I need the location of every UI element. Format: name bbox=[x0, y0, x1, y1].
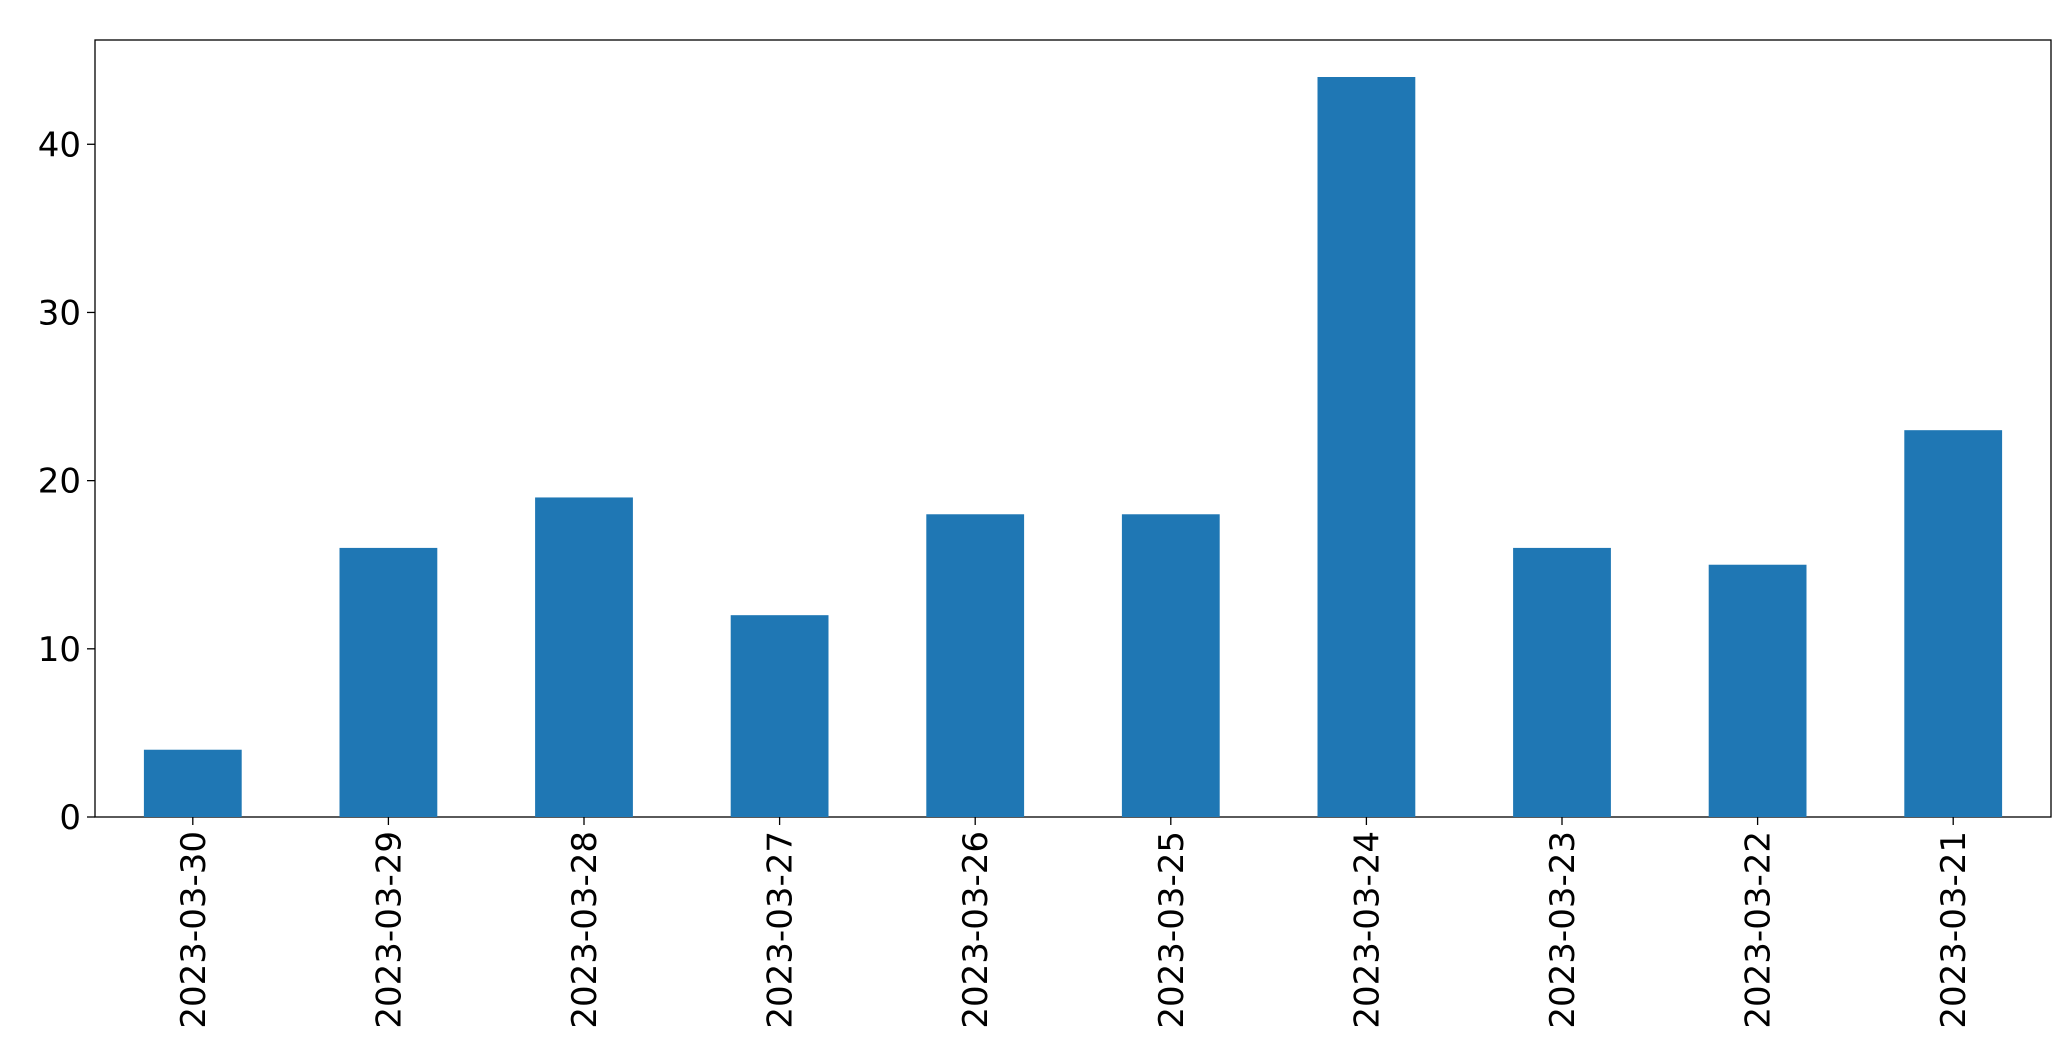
bar bbox=[926, 514, 1025, 817]
bar bbox=[1317, 77, 1416, 817]
y-tick-label: 20 bbox=[38, 462, 81, 502]
x-tick-label: 2023-03-28 bbox=[565, 831, 605, 1029]
x-tick-label: 2023-03-25 bbox=[1152, 831, 1192, 1029]
x-tick-label: 2023-03-29 bbox=[369, 831, 409, 1029]
y-tick-label: 40 bbox=[38, 125, 81, 165]
x-tick-label: 2023-03-21 bbox=[1934, 831, 1974, 1029]
x-tick-label: 2023-03-23 bbox=[1543, 831, 1583, 1029]
bar bbox=[535, 497, 633, 817]
bar bbox=[143, 749, 242, 817]
bar bbox=[1904, 430, 2003, 817]
x-tick-label: 2023-03-26 bbox=[956, 831, 996, 1029]
x-tick-label: 2023-03-30 bbox=[174, 831, 214, 1029]
y-tick-label: 30 bbox=[38, 293, 81, 333]
bar bbox=[1121, 514, 1220, 817]
bar bbox=[339, 547, 438, 817]
x-tick-label: 2023-03-24 bbox=[1347, 831, 1387, 1029]
x-tick-label: 2023-03-27 bbox=[761, 831, 801, 1029]
y-tick-label: 10 bbox=[38, 630, 81, 670]
plot-frame bbox=[94, 39, 2052, 818]
bar bbox=[1513, 547, 1611, 817]
bar bbox=[1708, 564, 1807, 817]
y-tick-label: 0 bbox=[59, 798, 81, 838]
bar bbox=[730, 615, 829, 817]
x-tick-label: 2023-03-22 bbox=[1739, 831, 1779, 1029]
